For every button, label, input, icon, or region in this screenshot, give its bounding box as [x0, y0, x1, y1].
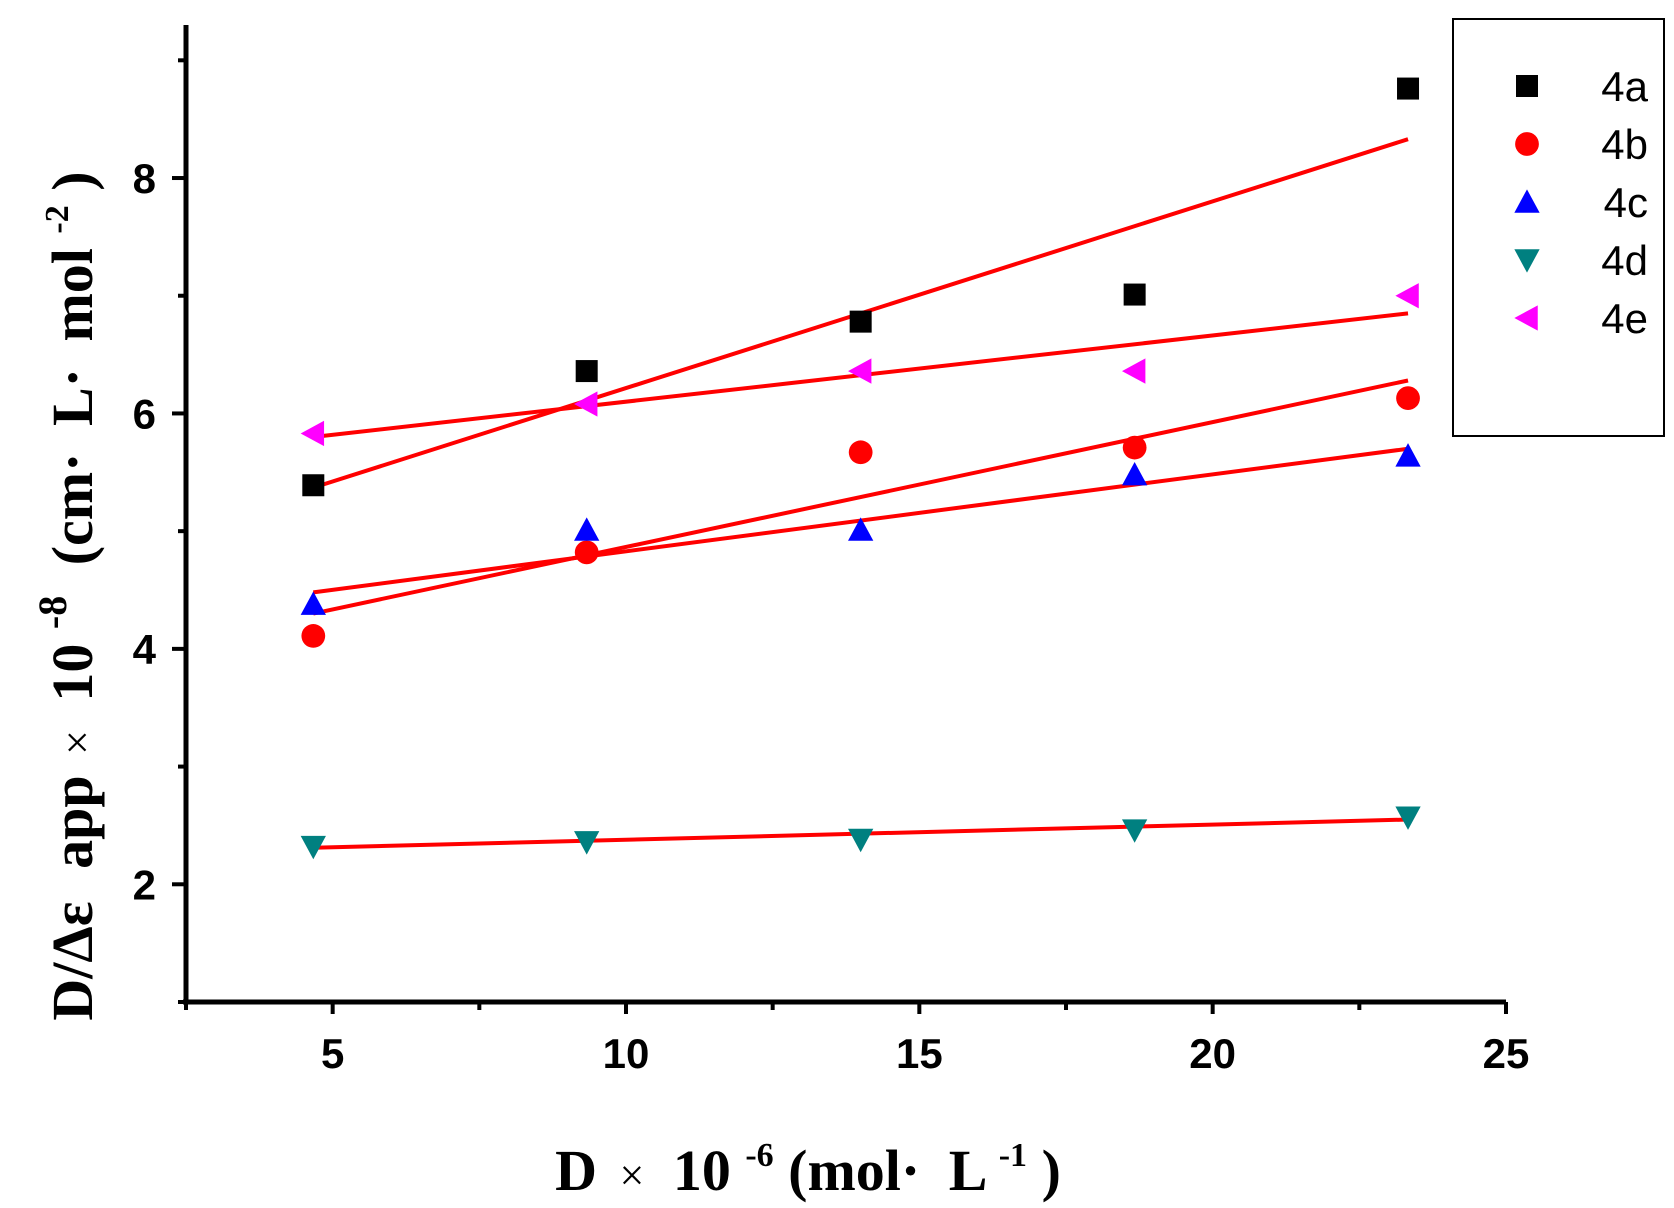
x-axis-title-times: ×: [619, 1151, 644, 1200]
data-point-4b: [301, 624, 326, 648]
data-point-4b: [574, 540, 599, 565]
data-point-4a: [1123, 283, 1146, 306]
y-axis-title-exp: -8: [30, 596, 75, 629]
data-point-4c: [1395, 443, 1421, 467]
y-axis-title-base: 10: [40, 644, 105, 702]
y-axis-title-sub: app: [40, 775, 105, 869]
plot-area: 5 10 15 20 25 2 4 6 8: [133, 25, 1530, 1077]
y-axis-title-prefix: D/Δε: [40, 901, 105, 1020]
x-axis-title-unit-mid: L: [949, 1138, 986, 1203]
y-axis-title-times: ×: [53, 730, 102, 755]
y-axis-title: D/Δε app × 10 -8 (cm· L· mol -2 ): [14, 171, 105, 1020]
axis-ticks: 5 10 15 20 25 2 4 6 8: [133, 58, 1530, 1077]
x-axis-title-unit-close: ): [1042, 1138, 1061, 1203]
y-axis-title-unit-exp: -2: [39, 205, 76, 233]
data-point-4d: [574, 831, 600, 855]
data-point-4e: [574, 391, 598, 417]
data-point-4c: [300, 591, 326, 615]
x-tick-label: 5: [321, 1030, 344, 1077]
data-point-4d: [300, 835, 326, 860]
x-tick-label: 20: [1189, 1030, 1236, 1077]
data-point-4e: [848, 358, 872, 384]
data-point-4b: [1396, 386, 1420, 411]
legend-label-4a: 4a: [1601, 63, 1648, 110]
legend-marker-4e: [1514, 305, 1538, 331]
data-markers: [300, 77, 1421, 860]
legend-label-4b: 4b: [1601, 121, 1648, 168]
y-axis-title-unit-mid: L·: [40, 368, 105, 426]
legend-marker-4b: [1515, 132, 1539, 156]
data-point-4d: [1121, 819, 1148, 843]
x-axis-title-unit-open: (mol·: [788, 1138, 920, 1203]
data-point-4e: [1121, 358, 1146, 384]
data-point-4a: [302, 474, 325, 497]
x-axis-title-base: 10: [673, 1138, 731, 1203]
x-axis-title-unit-exp: -1: [999, 1137, 1027, 1174]
y-tick-label: 6: [133, 390, 156, 437]
x-axis-title-prefix: D: [555, 1138, 597, 1203]
data-point-4b: [1122, 435, 1147, 460]
legend-label-4e: 4e: [1601, 295, 1648, 342]
series-4e: [300, 283, 1419, 447]
legend-marker-4a: [1516, 75, 1538, 97]
data-point-4d: [1395, 806, 1421, 830]
series-4b: [301, 386, 1420, 648]
legend-items: 4a 4b 4c 4d 4e: [1514, 63, 1649, 342]
y-axis-title-unit-close: ): [40, 171, 105, 190]
fit-lines: [312, 137, 1409, 850]
fit-line-4b: [312, 378, 1409, 616]
data-point-4c: [1121, 462, 1148, 486]
x-tick-label: 25: [1483, 1030, 1530, 1077]
legend-label-4c: 4c: [1604, 179, 1648, 226]
data-point-4a: [1397, 77, 1420, 100]
y-axis-title-unit-open: (cm·: [40, 453, 105, 566]
data-point-4e: [300, 420, 325, 447]
x-tick-label: 10: [603, 1030, 650, 1077]
legend-label-4d: 4d: [1601, 237, 1648, 284]
series-4d: [300, 806, 1421, 860]
data-point-4e: [1395, 283, 1419, 309]
y-tick-label: 2: [133, 861, 156, 908]
legend-marker-4c: [1514, 189, 1540, 213]
series-4a: [302, 77, 1420, 497]
x-axis-title-exp: -6: [745, 1137, 773, 1174]
legend: 4a 4b 4c 4d 4e: [1452, 18, 1665, 437]
data-point-4b: [848, 440, 873, 465]
y-tick-label: 4: [133, 626, 157, 673]
legend-box: [1452, 18, 1665, 437]
data-point-4a: [575, 360, 598, 383]
data-point-4d: [848, 828, 874, 853]
x-axis-title: D × 10 -6 (mol· L -1 ): [555, 1114, 1061, 1203]
x-tick-label: 15: [896, 1030, 943, 1077]
data-point-4a: [849, 310, 872, 333]
legend-marker-4d: [1514, 249, 1540, 273]
y-axis-title-unit-mol: mol: [40, 248, 105, 341]
data-point-4c: [848, 517, 874, 541]
data-point-4c: [574, 517, 600, 541]
series-4c: [300, 443, 1421, 615]
y-tick-label: 8: [133, 155, 156, 202]
